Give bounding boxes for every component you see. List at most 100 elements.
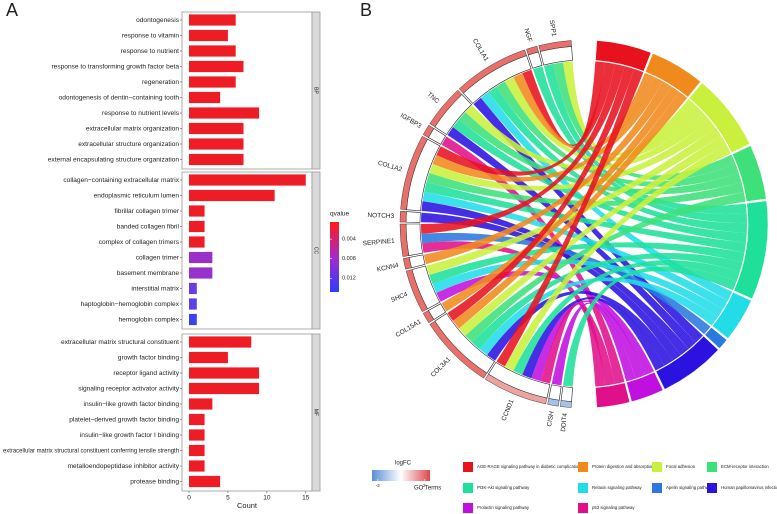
pathway-segment <box>732 145 767 202</box>
colorbar-tick-label: 0.004 <box>342 237 356 243</box>
legend-swatch <box>652 483 662 493</box>
bar <box>189 398 213 410</box>
bar <box>189 29 228 42</box>
category-label: signaling receptor activator activity <box>78 385 179 392</box>
x-tick-label: 10 <box>263 495 271 502</box>
chord-ribbon <box>465 105 710 171</box>
category-label: response to nutrient <box>121 48 179 55</box>
chord-ribbon <box>531 300 645 382</box>
category-label: interstitial matrix <box>131 285 179 292</box>
category-label: response to nutrient levels <box>102 110 180 117</box>
legend-label: PI3K-Akt signaling pathway <box>477 485 530 490</box>
legend-label: AGE-RAGE signaling pathway in diabetic c… <box>477 464 583 469</box>
bar <box>189 444 205 457</box>
gene-segment-inner <box>408 254 426 269</box>
gene-label: SHC4 <box>390 291 409 304</box>
pathway-segment <box>626 371 664 403</box>
legend-label: Apelin signaling pathway <box>666 485 714 490</box>
bar <box>189 475 221 488</box>
logfc-colorbar <box>372 470 430 481</box>
chord-ribbon <box>553 62 736 181</box>
bar <box>189 251 213 264</box>
legend-swatch <box>463 483 473 493</box>
category-label: response to vitamin <box>122 32 180 39</box>
category-label: fibrillar collagen trimer <box>115 208 180 215</box>
gene-segment <box>538 40 572 52</box>
facet-strip <box>311 11 321 170</box>
bar <box>189 298 197 310</box>
panel-label: A <box>6 0 18 20</box>
gene-segment <box>399 210 407 223</box>
bar <box>189 220 205 233</box>
chord-ribbon <box>424 182 746 253</box>
pathway-segment <box>644 53 701 98</box>
legend-swatch <box>578 483 588 493</box>
bar <box>189 174 306 186</box>
bar <box>189 122 244 135</box>
gene-label: SERPINE1 <box>362 238 395 248</box>
bar <box>189 76 236 88</box>
chord-ribbon <box>421 232 711 335</box>
category-label: extracellular matrix organization <box>86 125 179 132</box>
category-label: extracellular matrix structural constitu… <box>61 339 179 346</box>
pathway-segment <box>655 335 719 390</box>
category-label: endoplasmic reticulum lumen <box>94 192 180 199</box>
chord-ribbon <box>473 97 703 343</box>
gene-label: SPP1 <box>548 19 558 37</box>
category-label: complex of collagen trimers <box>99 239 180 246</box>
gene-segment-inner <box>405 211 421 223</box>
chord-ribbon <box>496 81 739 187</box>
bar <box>189 205 205 217</box>
category-label: insulin−like growth factor binding <box>84 401 180 408</box>
gene-label: IGFBP3 <box>399 112 423 130</box>
gene-segment <box>400 136 428 210</box>
chord-ribbon <box>447 127 696 350</box>
bar <box>189 138 244 150</box>
logfc-tick-label: 2 <box>423 483 426 488</box>
chord-ribbon <box>472 252 743 350</box>
gene-segment-inner <box>405 223 423 256</box>
bar <box>189 107 260 119</box>
legend-swatch <box>707 462 717 472</box>
x-tick-label: 0 <box>187 495 191 502</box>
gene-segment <box>526 45 539 56</box>
gene-label: DDIT4 <box>560 412 569 432</box>
gene-label: COL15A1 <box>395 318 423 339</box>
colorbar-tick-label: 0.012 <box>342 276 356 282</box>
gene-segment <box>403 257 412 270</box>
bar <box>189 60 244 73</box>
bar <box>189 429 205 441</box>
chord-ribbon <box>522 297 665 379</box>
chord-ribbon <box>429 119 716 191</box>
gene-segment <box>422 310 435 324</box>
chord-ribbon <box>426 127 722 276</box>
x-tick-label: 5 <box>226 495 230 502</box>
legend-label: Relaxin signaling pathway <box>592 485 643 490</box>
legend-label: ECM-receptor interaction <box>721 464 769 469</box>
category-label: banded collagen fibril <box>117 223 180 230</box>
bar <box>189 382 260 395</box>
chord-ribbon <box>421 63 625 234</box>
legend-swatch <box>463 462 473 472</box>
bar <box>189 282 197 295</box>
bar <box>189 91 221 104</box>
gene-segment <box>458 49 527 94</box>
category-label: regeneration <box>142 79 179 86</box>
gene-segment <box>547 398 560 407</box>
x-tick-label: 15 <box>302 495 310 502</box>
chord-ribbon <box>426 172 744 206</box>
category-label: external encapsulating structure organiz… <box>48 156 180 163</box>
gene-segment <box>405 269 428 312</box>
gene-label: CISH <box>546 410 556 427</box>
pathway-segment <box>688 82 750 153</box>
gene-label: COL3A1 <box>430 356 453 379</box>
chord-ribbon <box>452 91 688 329</box>
panel-label: B <box>360 0 372 20</box>
pathway-segment <box>712 291 752 339</box>
x-axis-title: Count <box>237 501 258 510</box>
category-label: odontogenesis of dentin−containing tooth <box>59 94 180 101</box>
bar <box>189 413 205 426</box>
gene-label: CCND1 <box>501 398 516 422</box>
chord-ribbon <box>429 242 745 285</box>
